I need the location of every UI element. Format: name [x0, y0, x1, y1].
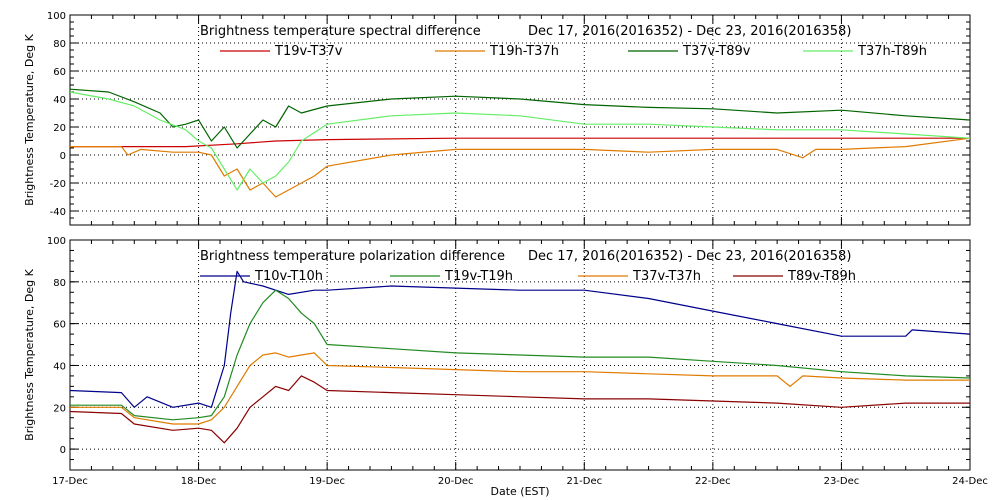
x-tick-label: 21-Dec — [566, 476, 602, 487]
legend-label: T37h-T89h — [857, 44, 927, 59]
x-axis-label: Date (EST) — [490, 485, 549, 498]
polarization-difference-panel: 17-Dec 18-Dec 19-Dec 20-Dec 21-Dec 22-Dec 23-D… — [23, 236, 988, 487]
y-tick-label: 40 — [53, 95, 66, 106]
series-line-T19v-T19h — [70, 289, 971, 421]
legend-label: T19h-T37h — [489, 44, 559, 59]
y-tick-label: 80 — [53, 39, 66, 50]
x-tick-label: 22-Dec — [695, 476, 731, 487]
y-tick-label: 100 — [47, 236, 66, 247]
legend-label: T19v-T37v — [274, 44, 343, 59]
series-line-T19h-T37h — [70, 137, 971, 198]
legend-label: T37v-T37h — [632, 269, 701, 284]
series-line-T37h-T89h — [69, 91, 971, 191]
x-tick-label: 17-Dec — [52, 476, 88, 487]
y-tick-label: 60 — [53, 67, 66, 78]
y-tick-label: -20 — [50, 179, 66, 190]
legend-label: T37v-T89v — [682, 44, 751, 59]
x-tick-label: 24-Dec — [952, 476, 988, 487]
y-tick-label: -40 — [50, 207, 66, 218]
series-line-T37v-T37h — [70, 352, 970, 425]
y-tick-label: 20 — [53, 403, 66, 414]
y-tick-label: 80 — [53, 278, 66, 289]
legend-label: T10v-T10h — [254, 269, 323, 284]
y-tick-label: 40 — [53, 361, 66, 372]
legend-label: T19v-T19h — [444, 269, 513, 284]
spectral-difference-panel: -40 -20 0 20 40 60 80 100 Brightness Temperature… — [23, 11, 971, 226]
chart-date-range: Dec 17, 2016(2016352) - Dec 23, 2016(201… — [528, 24, 851, 39]
y-axis-label: Brightness Temperature, Deg K — [23, 268, 36, 440]
y-tick-label: 0 — [60, 151, 66, 162]
series-line-T10v-T10h — [69, 270, 971, 408]
y-tick-label: 0 — [60, 445, 66, 456]
series-line-T19v-T37v — [70, 137, 970, 148]
series-line-T37v-T89v — [69, 88, 971, 149]
y-tick-label: 100 — [47, 11, 66, 22]
chart-title: Brightness temperature spectral differen… — [200, 24, 481, 39]
x-tick-label: 23-Dec — [824, 476, 860, 487]
x-tick-label: 18-Dec — [181, 476, 217, 487]
y-tick-label: 60 — [53, 320, 66, 331]
chart-title: Brightness temperature polarization diff… — [200, 249, 505, 264]
x-tick-label: 19-Dec — [309, 476, 345, 487]
legend-label: T89v-T89h — [787, 269, 856, 284]
y-axis-label: Brightness Temperature, Deg K — [23, 33, 36, 205]
chart-date-range: Dec 17, 2016(2016352) - Dec 23, 2016(201… — [528, 249, 851, 264]
y-tick-label: 20 — [53, 123, 66, 134]
x-tick-label: 20-Dec — [438, 476, 474, 487]
series-line-T89v-T89h — [69, 375, 970, 444]
